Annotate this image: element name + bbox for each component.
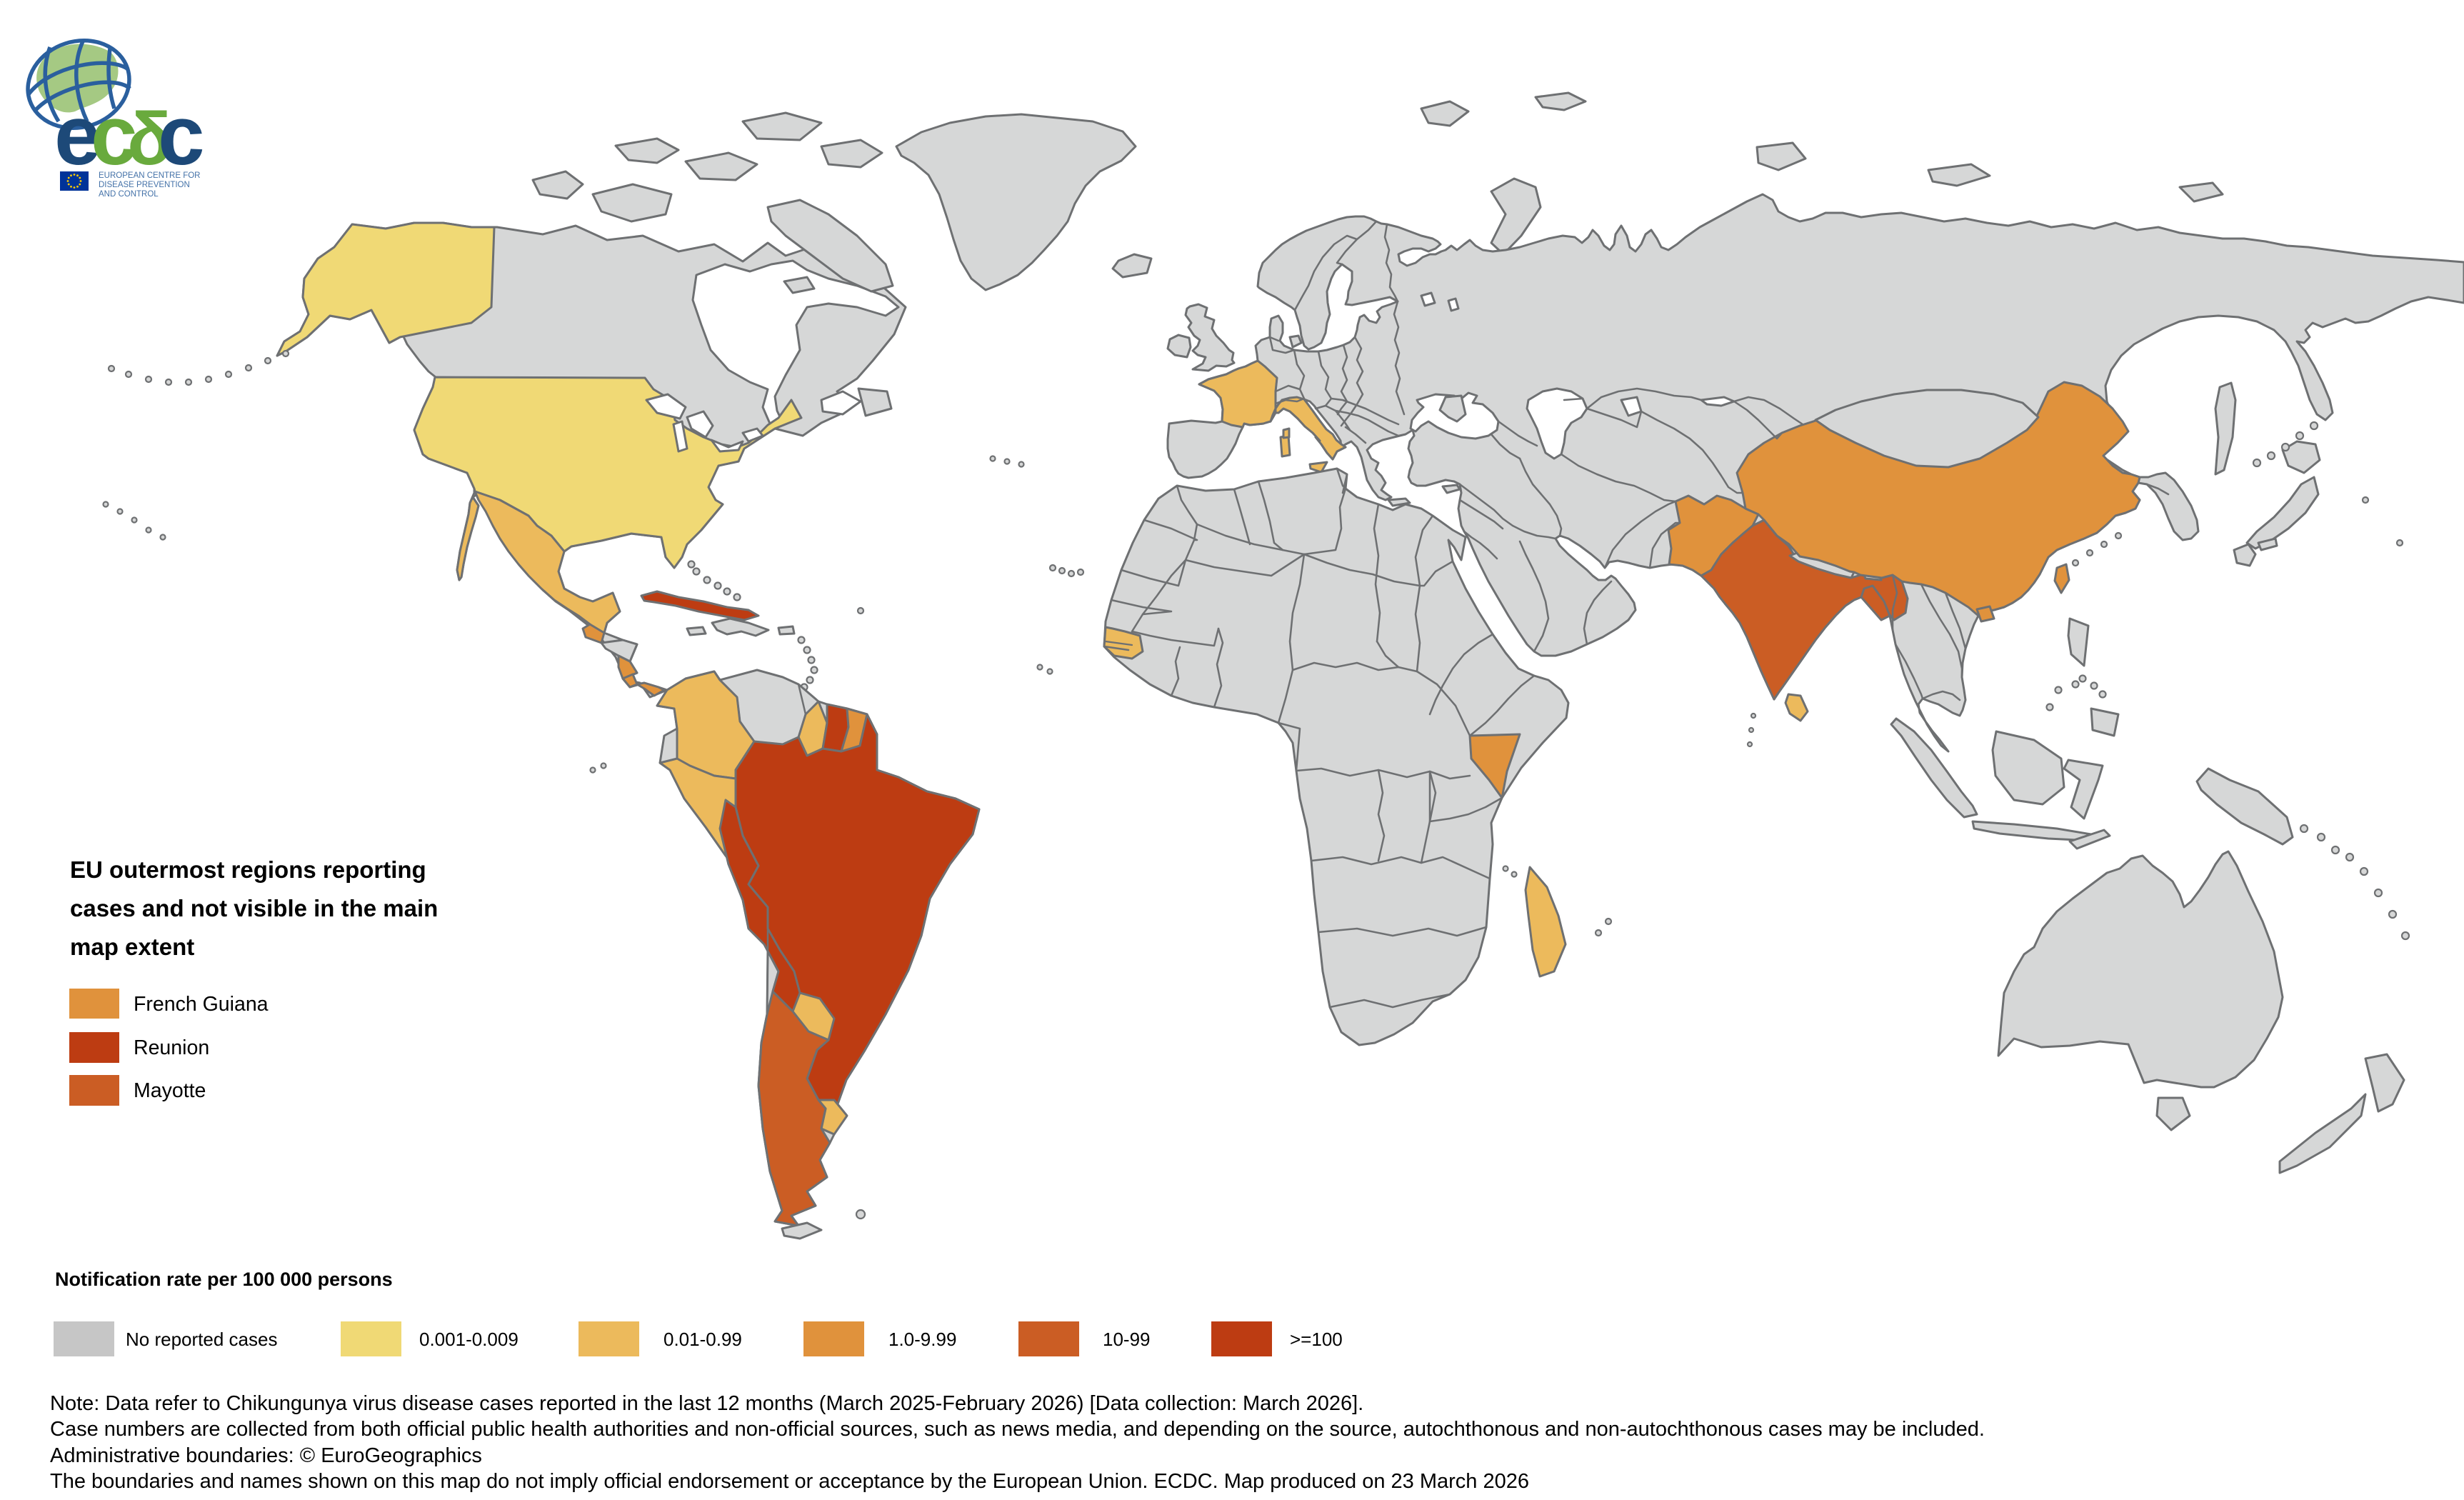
svg-text:Mayotte: Mayotte <box>134 1079 206 1102</box>
svg-text:>=100: >=100 <box>1290 1329 1343 1350</box>
svg-text:Case numbers are collected fro: Case numbers are collected from both off… <box>50 1418 1985 1441</box>
svg-text:Administrative boundaries: © E: Administrative boundaries: © EuroGeograp… <box>50 1444 482 1467</box>
svg-text:Note: Data refer to Chikunguny: Note: Data refer to Chikungunya virus di… <box>50 1392 1363 1415</box>
svg-text:Reunion: Reunion <box>134 1036 209 1059</box>
svg-text:AND CONTROL: AND CONTROL <box>99 190 159 199</box>
svg-text:cases and not visible in the m: cases and not visible in the main <box>70 895 438 921</box>
svg-text:c: c <box>158 89 205 183</box>
svg-text:Notification rate per 100 000: Notification rate per 100 000 persons <box>55 1269 393 1290</box>
svg-text:No reported cases: No reported cases <box>126 1329 277 1350</box>
svg-text:French Guiana: French Guiana <box>134 993 269 1016</box>
svg-text:The boundaries and names shown: The boundaries and names shown on this m… <box>50 1470 1529 1493</box>
svg-text:1.0-9.99: 1.0-9.99 <box>888 1329 956 1350</box>
svg-text:e: e <box>54 89 101 183</box>
svg-text:c: c <box>91 89 138 183</box>
svg-text:0.001-0.009: 0.001-0.009 <box>419 1329 519 1350</box>
svg-text:EUROPEAN CENTRE FOR: EUROPEAN CENTRE FOR <box>99 171 201 180</box>
svg-text:DISEASE PREVENTION: DISEASE PREVENTION <box>99 181 190 189</box>
svg-text:EU outermost regions reporting: EU outermost regions reporting <box>70 856 426 883</box>
svg-text:10-99: 10-99 <box>1103 1329 1151 1350</box>
svg-text:0.01-0.99: 0.01-0.99 <box>663 1329 742 1350</box>
svg-text:map extent: map extent <box>70 934 194 960</box>
svg-text:δ: δ <box>127 98 172 181</box>
